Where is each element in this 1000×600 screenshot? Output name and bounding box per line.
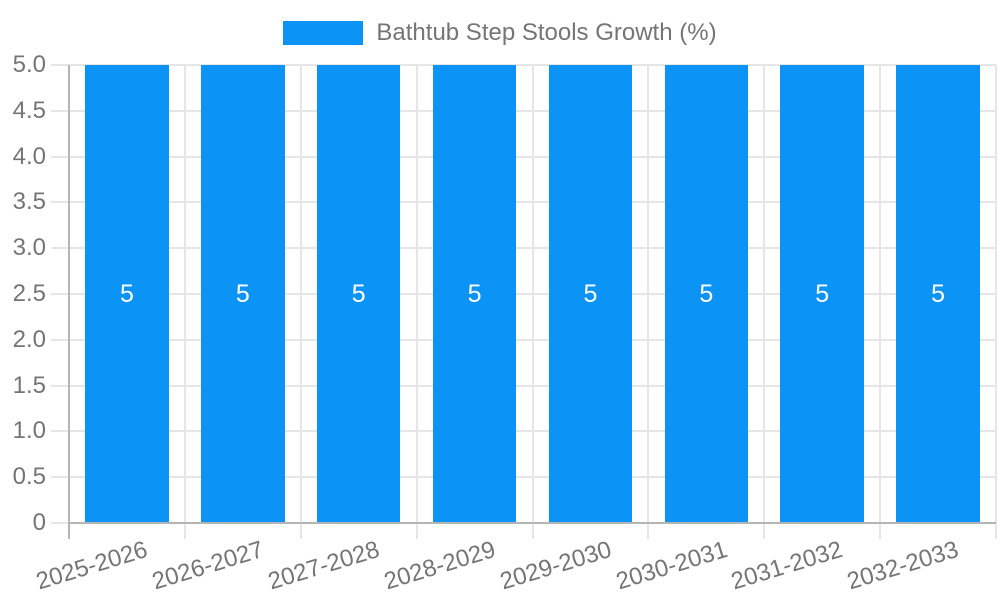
h-gridline (51, 247, 996, 250)
x-tick-label: 2026-2027 (149, 536, 267, 596)
h-gridline (51, 476, 996, 479)
bar[interactable]: 5 (548, 65, 633, 523)
bar[interactable]: 5 (432, 65, 517, 523)
x-tick-label: 2032-2033 (844, 536, 962, 596)
y-tick-label: 3.5 (12, 188, 46, 216)
v-gridline (299, 65, 302, 539)
h-gridline (51, 155, 996, 158)
y-tick-label: 4.5 (12, 96, 46, 124)
bar[interactable]: 5 (896, 65, 980, 523)
bar-value-label: 5 (699, 279, 714, 308)
y-tick-label: 5.0 (12, 51, 46, 78)
v-gridline (995, 65, 997, 539)
y-tick-label: 4.0 (12, 142, 46, 170)
h-gridline (51, 384, 996, 387)
h-gridline (51, 293, 996, 295)
h-gridline (51, 201, 996, 204)
x-tick-label: 2029-2030 (496, 536, 615, 596)
y-tick-label: 3.0 (12, 234, 46, 262)
legend-item[interactable]: Bathtub Step Stools Growth (%) (283, 19, 717, 47)
h-gridline (51, 338, 996, 341)
v-gridline (763, 65, 766, 539)
h-gridline (51, 430, 996, 433)
v-gridline (415, 65, 418, 539)
bar-value-label: 5 (815, 279, 830, 308)
bar[interactable]: 5 (316, 65, 401, 523)
x-tick-label: 2028-2029 (380, 536, 499, 596)
y-tick-label: 0.5 (12, 463, 46, 491)
bar-value-label: 5 (467, 279, 482, 308)
x-tick-label: 2027-2028 (264, 536, 383, 596)
y-tick-label: 2.5 (12, 280, 46, 307)
y-axis-line (68, 65, 70, 539)
y-tick-label: 1.5 (12, 371, 46, 399)
bar[interactable]: 5 (780, 65, 864, 523)
y-tick-label: 2.0 (12, 325, 46, 353)
y-tick-label: 1.0 (12, 417, 46, 445)
x-tick-label: 2030-2031 (612, 536, 731, 596)
bar-value-label: 5 (583, 279, 598, 308)
v-gridline (879, 65, 882, 539)
x-tick-label: 2031-2032 (728, 536, 847, 596)
h-gridline (51, 64, 996, 66)
bar-value-label: 5 (931, 279, 945, 308)
bar[interactable]: 5 (85, 65, 169, 523)
x-axis-line (69, 522, 996, 524)
bar-value-label: 5 (235, 279, 250, 308)
bar-value-label: 5 (119, 279, 134, 308)
y-tick-label: 0 (32, 509, 46, 536)
legend-swatch (283, 21, 364, 45)
bar-value-label: 5 (351, 279, 366, 308)
legend: Bathtub Step Stools Growth (%) (0, 19, 1000, 47)
v-gridline (183, 65, 186, 539)
bar[interactable]: 5 (201, 65, 285, 523)
bar[interactable]: 5 (664, 65, 749, 523)
legend-label: Bathtub Step Stools Growth (%) (376, 19, 717, 46)
plot-area: 0 0.5 1.0 1.5 2.0 2.5 3.0 3.5 4.0 4.5 5.0 5 2025-202… (13, 51, 997, 595)
x-tick-label: 2025-2026 (33, 536, 151, 596)
v-gridline (531, 65, 534, 539)
h-gridline (51, 109, 996, 112)
v-gridline (647, 65, 650, 539)
